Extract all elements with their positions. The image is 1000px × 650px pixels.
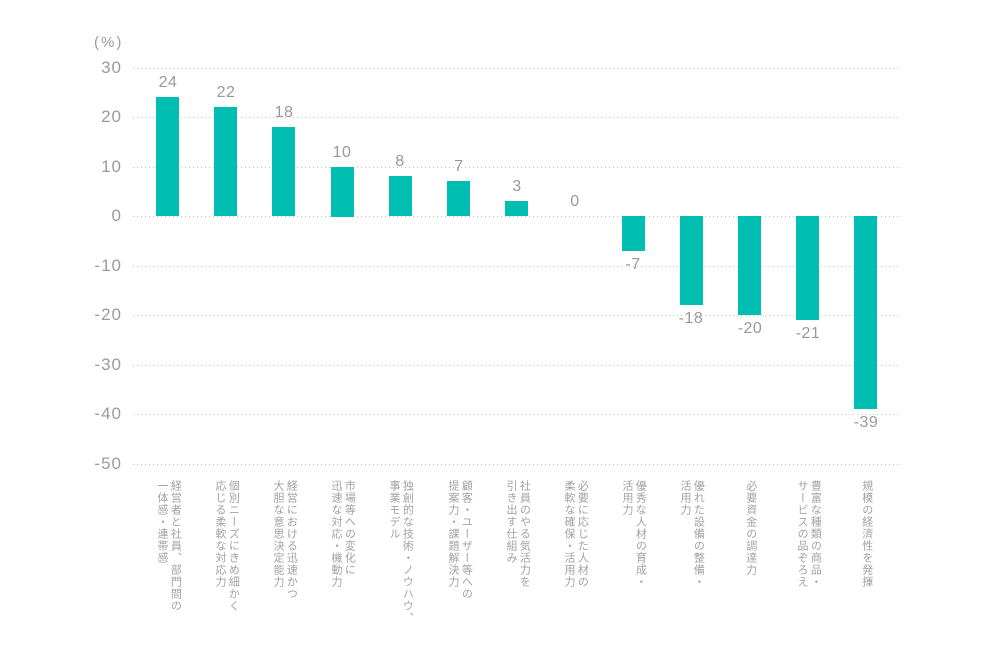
bar: [622, 216, 645, 251]
bar-value-label: 10: [332, 144, 352, 161]
bar: [331, 167, 354, 217]
bar-value-label: -7: [625, 256, 641, 273]
bar: [738, 216, 761, 315]
x-axis-category-label: 経営者と社員、部門間の 一体感・連帯感: [156, 480, 182, 612]
bar-value-label: 18: [274, 104, 294, 121]
bar: [796, 216, 819, 320]
bar-value-label: 22: [216, 84, 236, 101]
y-axis-tick-label: 30: [101, 58, 122, 77]
bar-value-label: -39: [853, 414, 879, 431]
x-axis-category-label: 優秀な人材の育成・ 活用力: [621, 480, 647, 588]
bar-value-label: -18: [678, 310, 704, 327]
gridline: [133, 315, 900, 316]
bar: [505, 201, 528, 216]
x-axis-category-label: 優れた設備の整備・ 活用力: [679, 480, 705, 588]
x-axis-category-label: 必要資金の調達力: [744, 480, 757, 576]
x-axis-category-label: 市場等への変化に 迅速な対応・機動力: [330, 480, 356, 588]
bar: [156, 97, 179, 216]
bar: [389, 176, 412, 216]
x-axis-category-label: 必要に応じた人材の 柔軟な確保・活用力: [563, 480, 589, 588]
gridline: [133, 365, 900, 366]
bar-value-label: 0: [570, 193, 580, 210]
bar: [214, 107, 237, 216]
bar-value-label: -20: [737, 320, 763, 337]
bar-value-label: 3: [512, 178, 522, 195]
y-axis-tick-label: 20: [101, 107, 122, 126]
x-axis-category-label: 規模の経済性を発揮: [860, 480, 873, 588]
y-axis-tick-label: -40: [94, 404, 122, 423]
x-axis-category-label: 個別ニーズにきめ細かく 応じる柔軟な対応力: [214, 480, 240, 612]
bar: [447, 181, 470, 216]
y-axis-tick-label: -30: [94, 355, 122, 374]
y-axis-tick-label: -50: [94, 454, 122, 473]
gridline: [133, 167, 900, 168]
gridline: [133, 68, 900, 69]
gridline: [133, 117, 900, 118]
y-axis-tick-label: 0: [111, 206, 122, 225]
gridline: [133, 216, 900, 217]
x-axis-category-label: 経営における迅速かつ 大胆な意思決定能力: [272, 480, 298, 600]
bar-value-label: -21: [795, 325, 821, 342]
y-axis-unit-label: (%): [94, 34, 124, 51]
y-axis-tick-label: -20: [94, 305, 122, 324]
x-axis-category-label: 独創的な技術・ノウハウ、 事業モデル: [388, 480, 414, 624]
gridline: [133, 414, 900, 415]
bar-value-label: 8: [395, 153, 405, 170]
bar: [680, 216, 703, 305]
y-axis-tick-label: -10: [94, 256, 122, 275]
bar-value-label: 7: [454, 158, 464, 175]
bar: [854, 216, 877, 409]
bar: [272, 127, 295, 216]
gridline: [133, 266, 900, 267]
bar-value-label: 24: [158, 74, 178, 91]
x-axis-category-label: 顧客・ユーザー等への 提案力・課題解決力: [447, 480, 473, 600]
gridline: [133, 464, 900, 465]
y-axis-tick-label: 10: [101, 157, 122, 176]
x-axis-category-label: 豊富な種類の商品・ サービスの品ぞろえ: [796, 480, 822, 588]
x-axis-category-label: 社員のやる気活力を 引き出す仕組み: [505, 480, 531, 588]
